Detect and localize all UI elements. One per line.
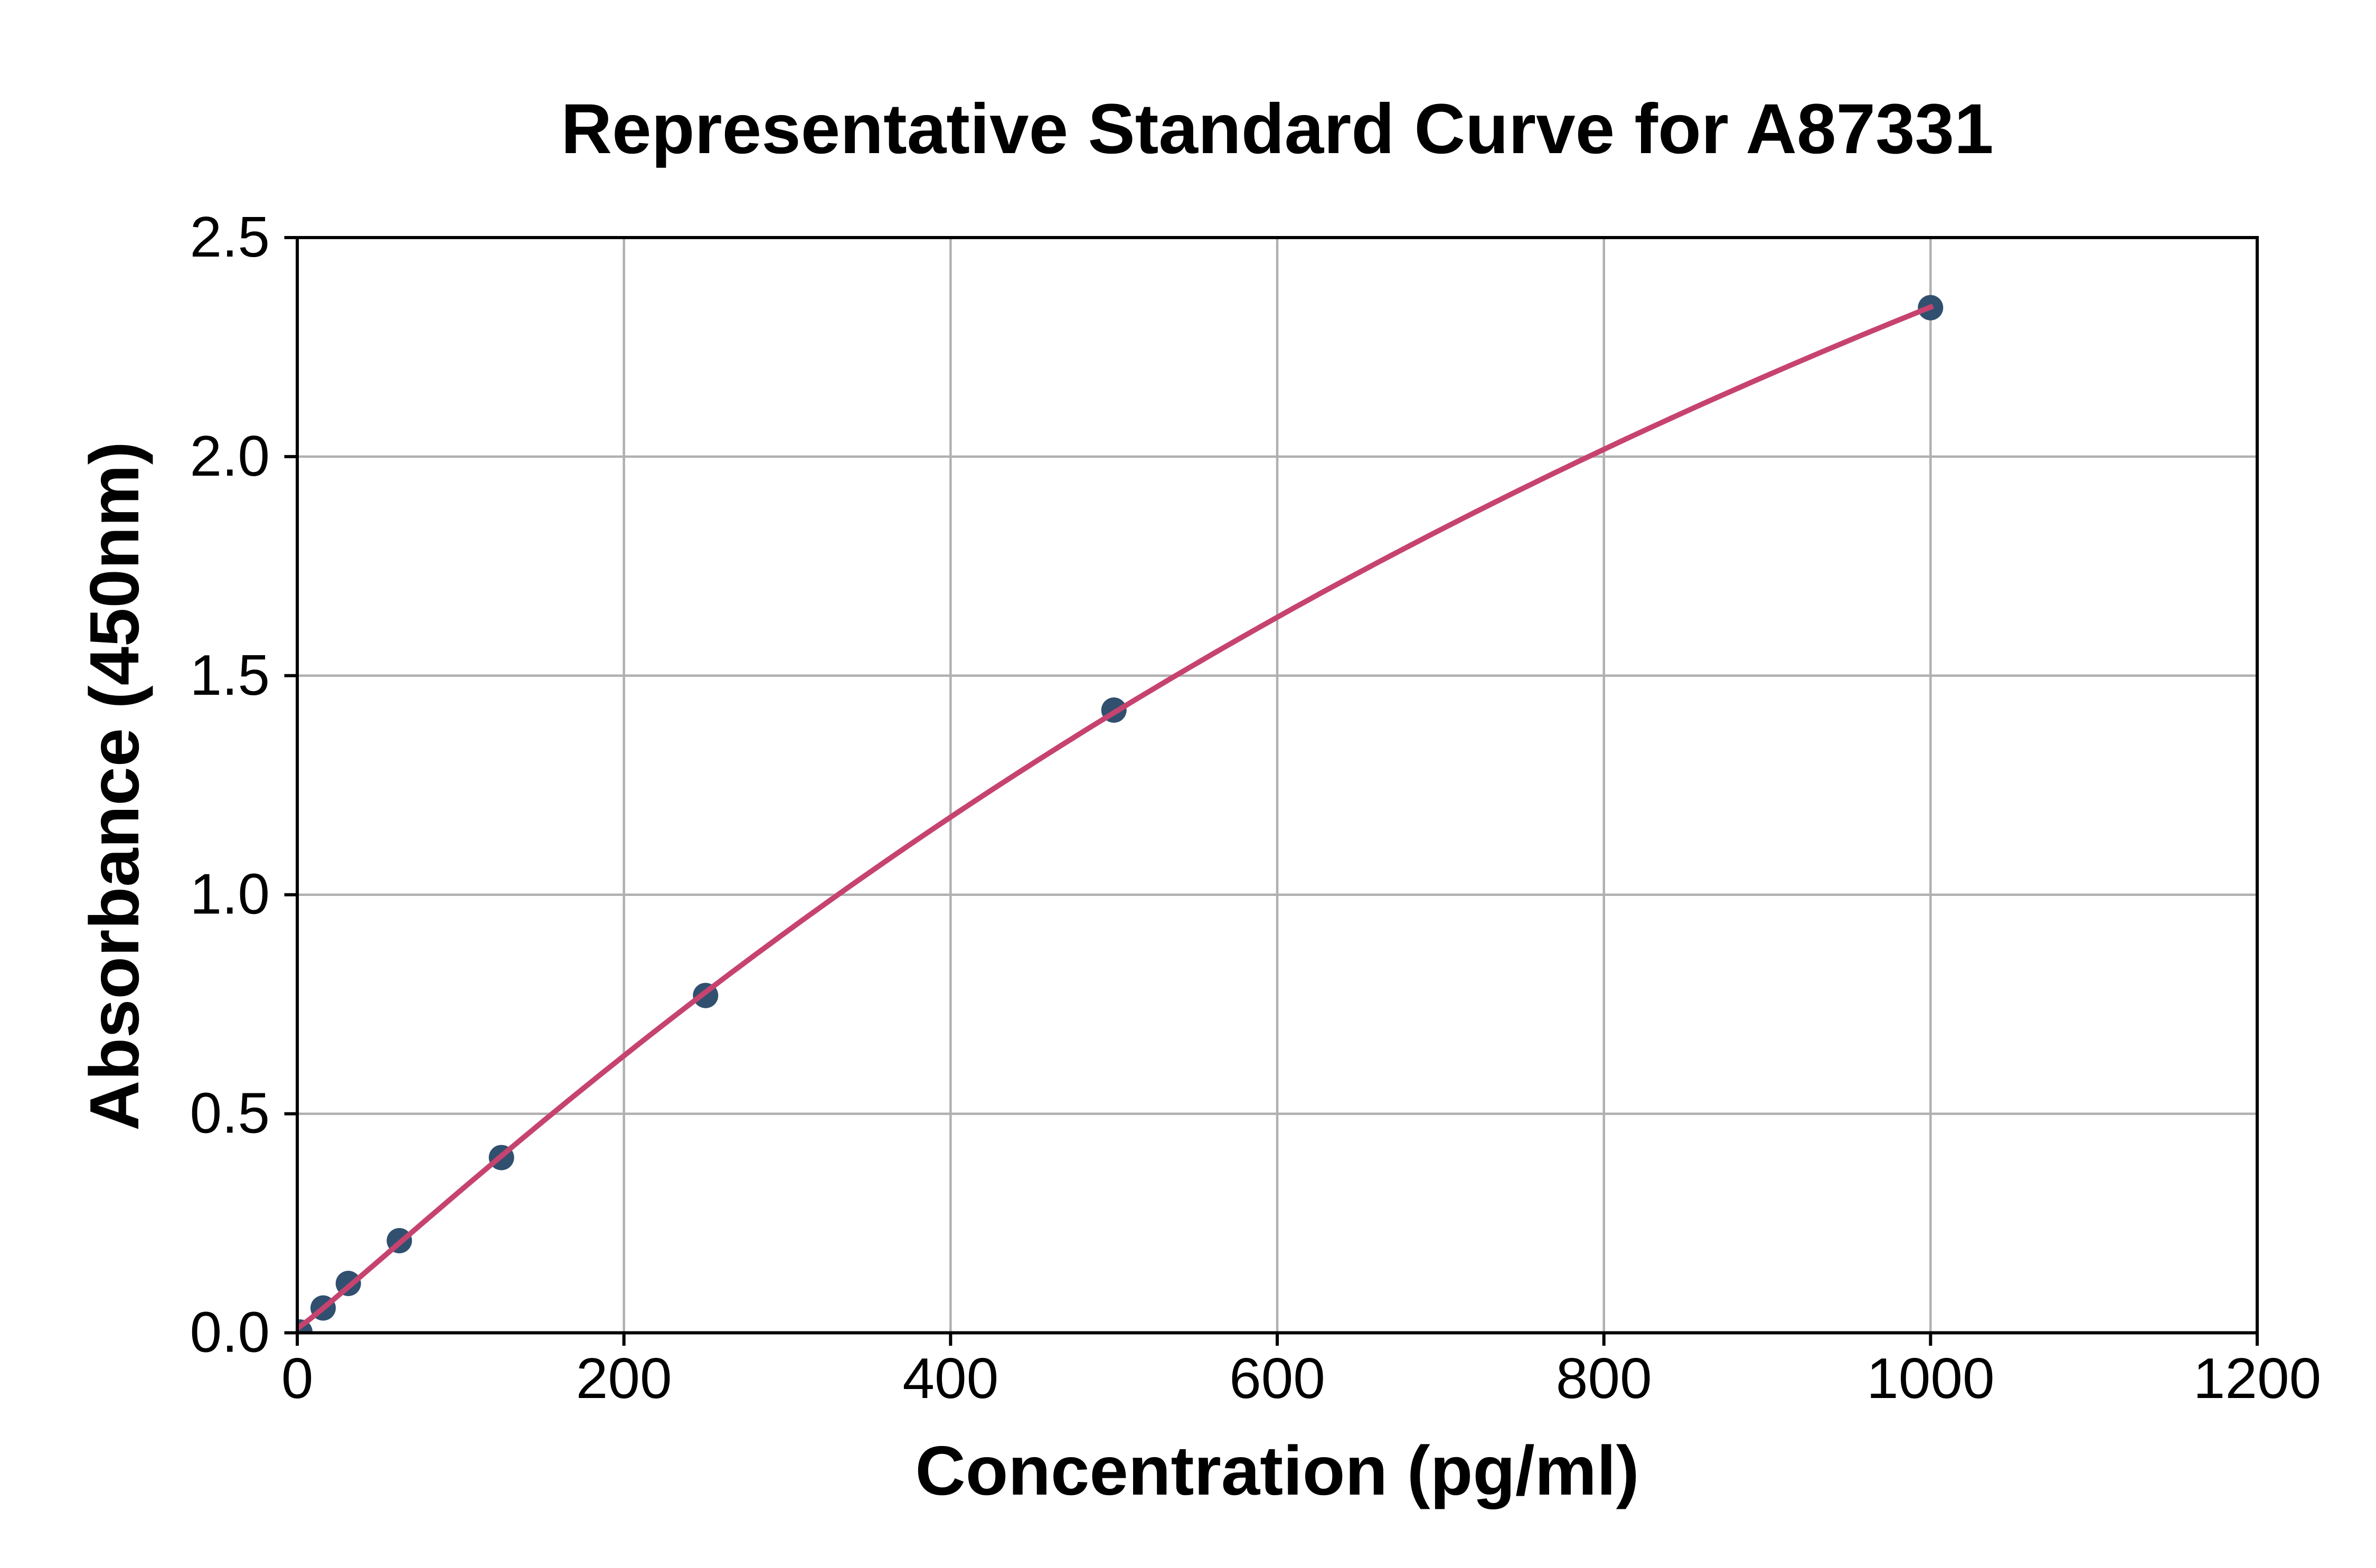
svg-text:1.0: 1.0	[190, 862, 270, 927]
svg-text:400: 400	[902, 1346, 998, 1411]
svg-text:1200: 1200	[2193, 1346, 2321, 1411]
svg-text:800: 800	[1556, 1346, 1652, 1411]
svg-text:0.5: 0.5	[190, 1081, 270, 1146]
svg-text:2.5: 2.5	[190, 205, 270, 269]
svg-text:Representative Standard Curve: Representative Standard Curve for A87331	[561, 90, 1993, 168]
svg-text:Absorbance (450nm): Absorbance (450nm)	[76, 441, 153, 1131]
svg-text:2.0: 2.0	[190, 424, 270, 488]
svg-text:200: 200	[576, 1346, 672, 1411]
svg-text:Concentration (pg/ml): Concentration (pg/ml)	[915, 1432, 1639, 1509]
svg-text:1.5: 1.5	[190, 643, 270, 707]
svg-text:0: 0	[281, 1346, 314, 1411]
svg-text:1000: 1000	[1866, 1346, 1994, 1411]
svg-text:0.0: 0.0	[190, 1300, 270, 1365]
svg-text:600: 600	[1229, 1346, 1325, 1411]
